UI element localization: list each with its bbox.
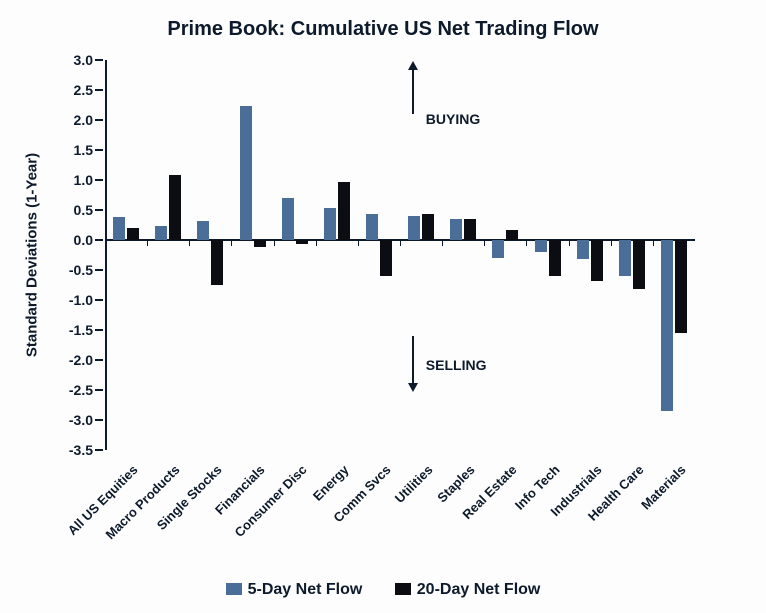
bar (492, 240, 504, 258)
x-axis-label: All US Equities (59, 462, 140, 543)
x-axis-label: Energy (270, 462, 351, 543)
legend-label-5day: 5-Day Net Flow (248, 581, 363, 598)
x-tick (569, 240, 570, 246)
y-tick-label: 1.5 (74, 142, 93, 158)
bar (197, 221, 209, 240)
y-tick-label: -1.5 (69, 322, 93, 338)
y-tick-label: 1.0 (74, 172, 93, 188)
y-tick-label: 3.0 (74, 52, 93, 68)
bar (127, 228, 139, 240)
bar (549, 240, 561, 276)
y-tick (95, 119, 103, 121)
y-tick (95, 419, 103, 421)
y-tick (95, 329, 103, 331)
buying-label: BUYING (426, 111, 480, 127)
x-tick (189, 240, 190, 246)
x-axis-label: Staples (396, 462, 477, 543)
bar (591, 240, 603, 281)
chart-title: Prime Book: Cumulative US Net Trading Fl… (0, 18, 766, 41)
bar (113, 217, 125, 240)
x-tick (274, 240, 275, 246)
plot-area: 3.02.52.01.51.00.50.0-0.5-1.0-1.5-2.0-2.… (105, 60, 695, 450)
x-tick (400, 240, 401, 246)
bar (422, 214, 434, 240)
x-axis-label: Financials (186, 462, 267, 543)
legend-swatch-5day (226, 583, 242, 595)
bar (324, 208, 336, 240)
y-tick (95, 149, 103, 151)
legend-label-20day: 20-Day Net Flow (417, 581, 541, 598)
x-tick (653, 240, 654, 246)
y-tick-label: -0.5 (69, 262, 93, 278)
y-tick (95, 179, 103, 181)
y-axis-line (105, 60, 107, 450)
y-tick-label: 2.0 (74, 112, 93, 128)
x-axis-label: Materials (607, 462, 688, 543)
chart-container: Prime Book: Cumulative US Net Trading Fl… (0, 0, 766, 613)
x-axis-label: Health Care (565, 462, 646, 543)
y-tick (95, 209, 103, 211)
y-tick-label: -3.0 (69, 412, 93, 428)
y-tick (95, 89, 103, 91)
x-tick (526, 240, 527, 246)
x-axis-label: Industrials (523, 462, 604, 543)
y-tick-label: 0.5 (74, 202, 93, 218)
y-tick (95, 449, 103, 451)
y-tick-label: -3.5 (69, 442, 93, 458)
x-tick (316, 240, 317, 246)
bar (254, 240, 266, 247)
x-tick (231, 240, 232, 246)
y-tick (95, 389, 103, 391)
bar (661, 240, 673, 411)
bar (282, 198, 294, 240)
legend: 5-Day Net Flow 20-Day Net Flow (0, 581, 766, 599)
legend-swatch-20day (395, 583, 411, 595)
buying-arrow-icon (412, 69, 414, 114)
y-tick (95, 299, 103, 301)
bar (338, 182, 350, 240)
x-tick (358, 240, 359, 246)
selling-arrow-icon (412, 336, 414, 384)
legend-item-20day: 20-Day Net Flow (395, 581, 541, 599)
bar (296, 240, 308, 244)
bar (675, 240, 687, 333)
x-axis-label: Macro Products (102, 462, 183, 543)
x-tick (442, 240, 443, 246)
y-tick (95, 269, 103, 271)
y-tick (95, 239, 103, 241)
bar (450, 219, 462, 240)
x-axis-label: Comm Svcs (312, 462, 393, 543)
bar (155, 226, 167, 240)
selling-label: SELLING (426, 357, 487, 373)
bar (408, 216, 420, 240)
x-axis-label: Consumer Disc (228, 462, 309, 543)
x-axis-label: Utilities (354, 462, 435, 543)
x-tick (611, 240, 612, 246)
bar (211, 240, 223, 285)
y-tick-label: 0.0 (74, 232, 93, 248)
legend-item-5day: 5-Day Net Flow (226, 581, 363, 599)
bar (506, 230, 518, 240)
bar (619, 240, 631, 276)
bar (169, 175, 181, 240)
y-tick-label: 2.5 (74, 82, 93, 98)
y-axis-label: Standard Deviations (1-Year) (24, 153, 41, 357)
bar (535, 240, 547, 252)
x-axis-label: Info Tech (481, 462, 562, 543)
y-tick-label: -2.0 (69, 352, 93, 368)
bar (464, 219, 476, 240)
bar (240, 106, 252, 240)
y-tick (95, 359, 103, 361)
bar (633, 240, 645, 289)
y-tick-label: -2.5 (69, 382, 93, 398)
y-tick-label: -1.0 (69, 292, 93, 308)
bar (577, 240, 589, 259)
x-tick (147, 240, 148, 246)
bar (380, 240, 392, 276)
bar (366, 214, 378, 240)
y-tick (95, 59, 103, 61)
x-axis-label: Single Stocks (144, 462, 225, 543)
x-tick (484, 240, 485, 246)
x-axis-label: Real Estate (439, 462, 520, 543)
